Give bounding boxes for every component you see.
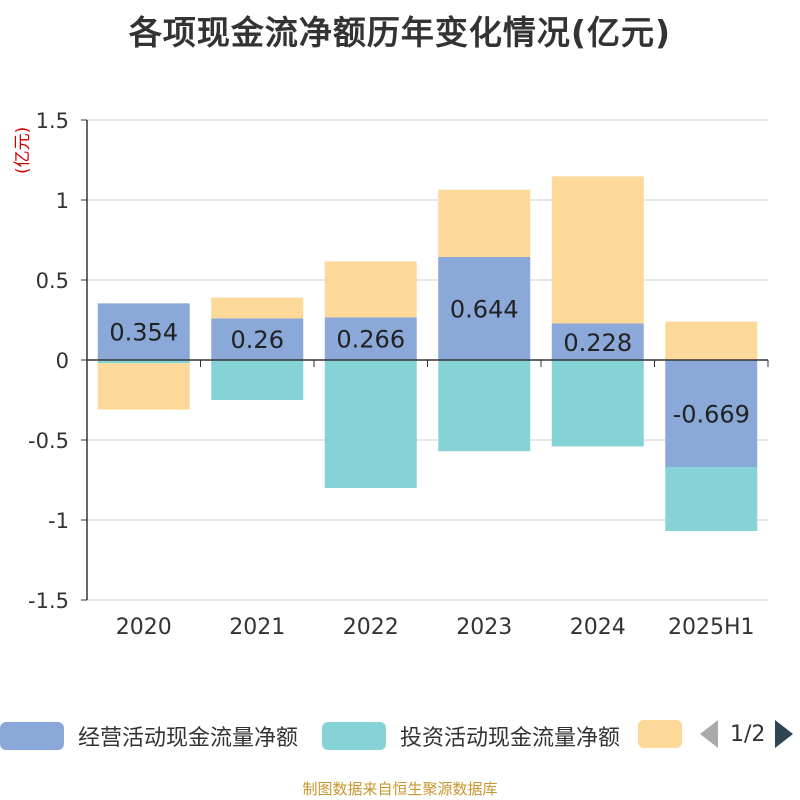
x-tick-label: 2021	[229, 615, 285, 640]
data-label: 0.644	[450, 295, 519, 323]
bar-third	[97, 363, 190, 410]
legend-page-indicator: 1/2	[730, 721, 766, 747]
x-tick-label: 2023	[456, 615, 512, 640]
bar-third	[211, 297, 304, 319]
bar-operating	[665, 360, 758, 468]
bar-investing	[324, 360, 417, 488]
bar-investing	[551, 360, 644, 447]
y-tick-label: 0	[56, 349, 69, 373]
x-tick-label: 2024	[570, 615, 626, 640]
y-tick-label: -1	[48, 509, 69, 533]
x-tick-label: 2020	[116, 615, 172, 640]
legend-label-operating: 经营活动现金流量净额	[78, 726, 299, 751]
bar-operating	[97, 303, 190, 360]
data-label: 0.26	[231, 326, 284, 354]
bar-third	[665, 321, 758, 360]
bar-third	[551, 176, 644, 324]
legend-swatch-third	[638, 720, 682, 748]
x-tick-label: 2022	[343, 615, 399, 640]
legend-swatch-operating	[0, 722, 64, 750]
legend-next-arrow-icon[interactable]	[775, 720, 794, 748]
legend-item-third[interactable]	[638, 720, 682, 748]
data-label: 0.266	[336, 326, 405, 354]
bar-investing	[665, 467, 758, 532]
bar-operating	[551, 323, 644, 360]
bar-operating	[211, 318, 304, 360]
chart-title: 各项现金流净额历年变化情况(亿元)	[128, 13, 672, 52]
bar-investing	[97, 360, 190, 364]
y-tick-label: 0.5	[36, 269, 69, 293]
x-tick-label: 2025H1	[668, 615, 755, 640]
bar-third	[324, 261, 417, 318]
bar-operating	[438, 256, 531, 360]
legend-prev-arrow-icon[interactable]	[700, 720, 718, 748]
stacked-bar-chart: -1.5 -1 -0.5 0 0.5 1 1.5 0.354 0.26 0.266 0.644 0.2…	[28, 109, 769, 640]
data-source-note: 制图数据来自恒生聚源数据库	[302, 780, 498, 798]
data-label: -0.669	[673, 401, 750, 429]
legend-item-operating[interactable]: 经营活动现金流量净额	[0, 720, 298, 752]
y-tick-label: -1.5	[28, 589, 69, 613]
bar-operating	[324, 317, 417, 360]
y-tick-label: -0.5	[28, 429, 69, 453]
data-label: 0.228	[563, 329, 632, 357]
y-tick-label: 1	[56, 189, 69, 213]
legend-item-investing[interactable]: 投资活动现金流量净额	[322, 720, 620, 752]
legend-label-investing: 投资活动现金流量净额	[400, 726, 621, 751]
bar-investing	[438, 360, 531, 452]
y-tick-label: 1.5	[36, 109, 69, 133]
bar-investing	[211, 360, 304, 400]
legend: 经营活动现金流量净额 投资活动现金流量净额 1/2	[0, 712, 800, 756]
legend-swatch-investing	[322, 722, 386, 750]
legend-pager: 1/2	[700, 720, 794, 748]
data-label: 0.354	[109, 319, 178, 347]
bar-third	[438, 189, 531, 257]
